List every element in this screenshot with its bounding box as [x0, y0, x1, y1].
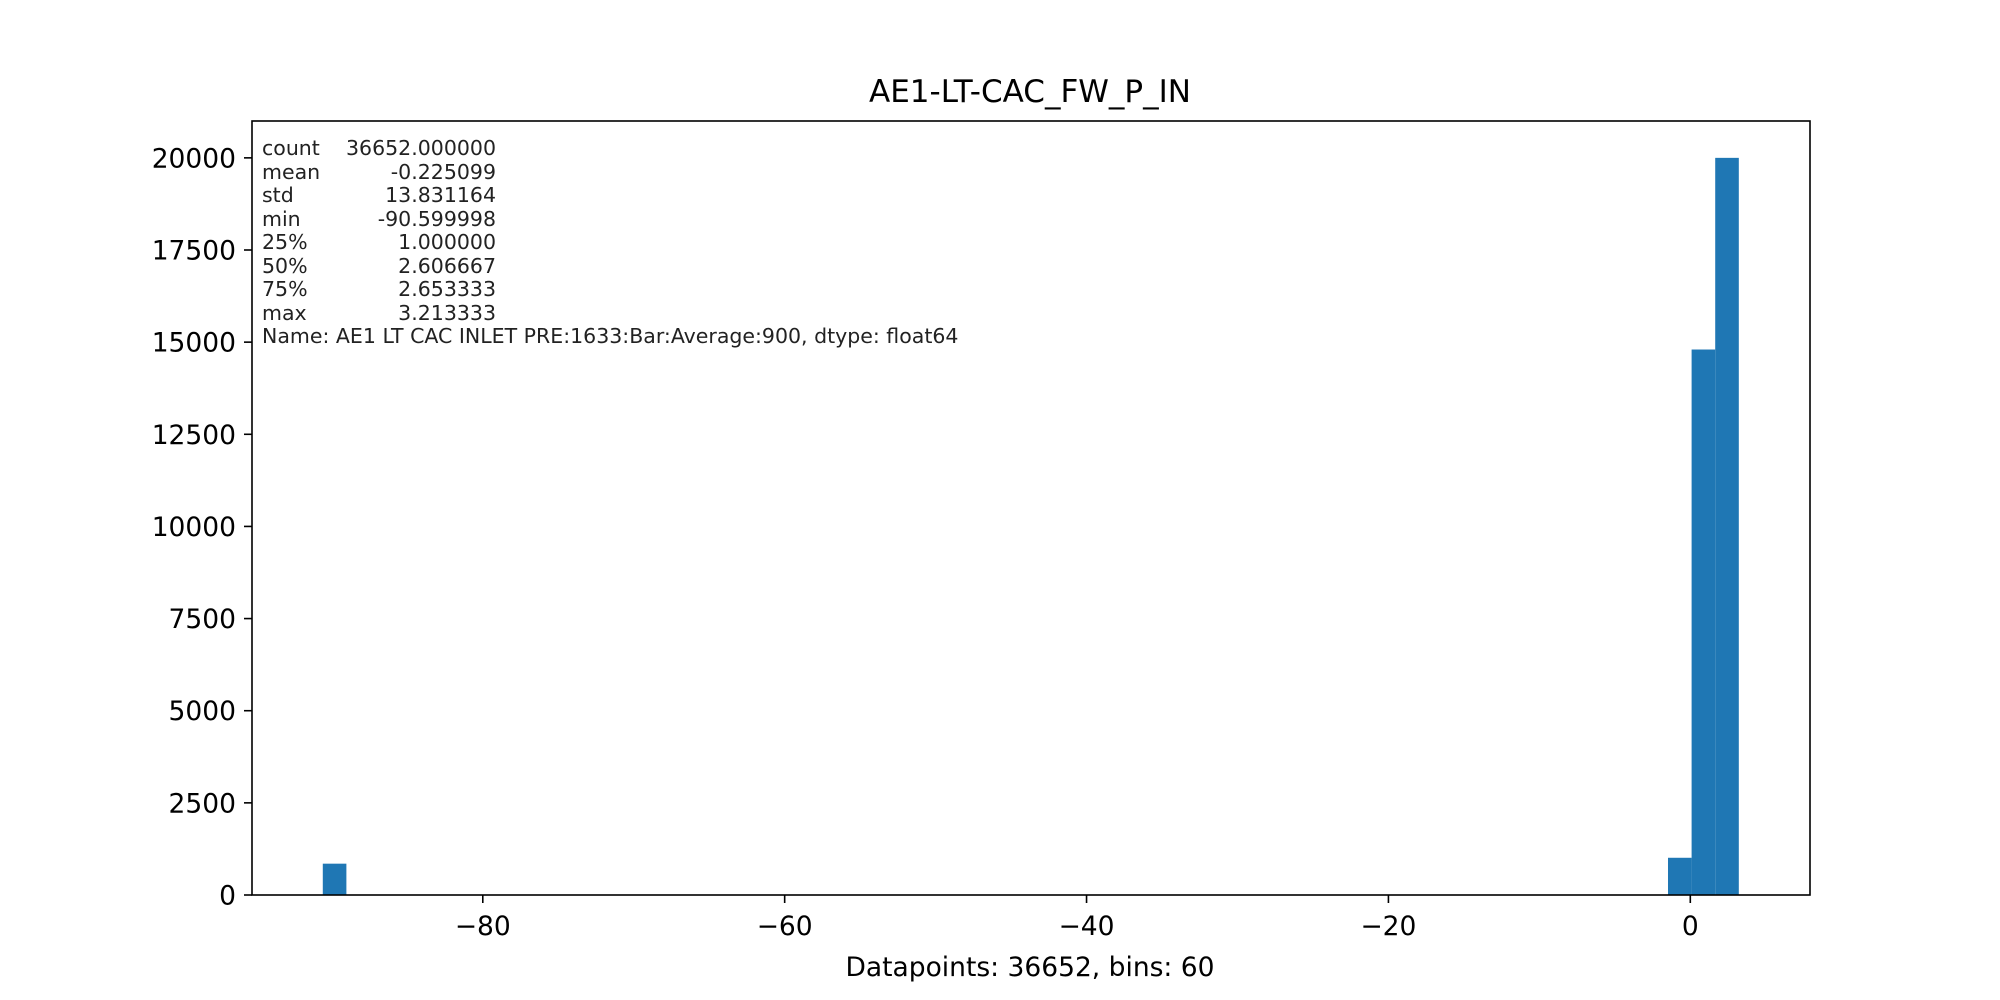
stat-key: std: [262, 183, 294, 207]
stat-value: -0.225099: [390, 159, 496, 184]
stat-row: max 3.213333: [262, 300, 958, 326]
stat-value: 36652.000000: [346, 136, 496, 160]
stat-value: 13.831164: [385, 183, 496, 207]
plot-frame: [251, 120, 1811, 896]
x-tick-label: −20: [1360, 911, 1416, 942]
y-tick-label: 10000: [152, 512, 236, 543]
x-tick-label: −60: [757, 911, 813, 942]
axes-layer: −80 −60 −40 −20 0 0 2500 5000 7500 10000 12500 1500…: [152, 120, 1811, 942]
histogram-bar: [1667, 857, 1692, 895]
stat-row: count 36652.000000: [262, 136, 958, 161]
y-tick-label: 0: [219, 881, 236, 912]
x-tick-label: −80: [455, 911, 511, 942]
stat-row: 25% 1.000000: [262, 230, 958, 255]
y-tick-label: 5000: [169, 696, 236, 727]
stat-value: 1.000000: [398, 230, 496, 254]
stat-key: 75%: [262, 277, 308, 301]
stat-value: 2.606667: [398, 253, 496, 278]
summary-statistics: count 36652.000000 mean -0.225099 std 13.8311…: [262, 136, 959, 349]
stat-key: max: [262, 300, 307, 325]
histogram-bar: [322, 863, 347, 895]
chart-title: AE1-LT-CAC_FW_P_IN: [869, 74, 1191, 110]
y-tick-label: 20000: [152, 143, 236, 174]
stat-row: std 13.831164: [262, 183, 958, 208]
stat-row: 75% 2.653333: [262, 277, 958, 302]
stat-key: min: [262, 206, 301, 231]
bars-layer: [322, 157, 1739, 895]
y-tick-label: 2500: [169, 788, 236, 819]
stat-row: mean -0.225099: [262, 159, 958, 185]
stat-key: 50%: [262, 253, 308, 278]
y-tick-label: 17500: [152, 236, 236, 267]
x-tick-label: −40: [1059, 911, 1115, 942]
series-name-line: Name: AE1 LT CAC INLET PRE:1633:Bar:Aver…: [262, 324, 959, 348]
y-tick-label: 7500: [169, 604, 236, 635]
stat-key: 25%: [262, 230, 308, 254]
stat-value: 2.653333: [398, 277, 496, 301]
x-axis-label: Datapoints: 36652, bins: 60: [845, 952, 1214, 983]
y-tick-label: 15000: [152, 328, 236, 359]
stat-value: -90.599998: [377, 206, 496, 231]
summary-statistics-rows: count 36652.000000 mean -0.225099 std 13.8311…: [262, 136, 958, 326]
stat-key: count: [262, 136, 320, 160]
stat-value: 3.213333: [398, 300, 496, 325]
stat-row: 50% 2.606667: [262, 253, 958, 279]
stat-row: min -90.599998: [262, 206, 958, 232]
y-tick-label: 12500: [152, 420, 236, 451]
x-tick-label: 0: [1682, 911, 1699, 942]
histogram-bar: [1691, 349, 1716, 895]
histogram-bar: [1715, 157, 1739, 895]
stat-key: mean: [262, 159, 321, 184]
